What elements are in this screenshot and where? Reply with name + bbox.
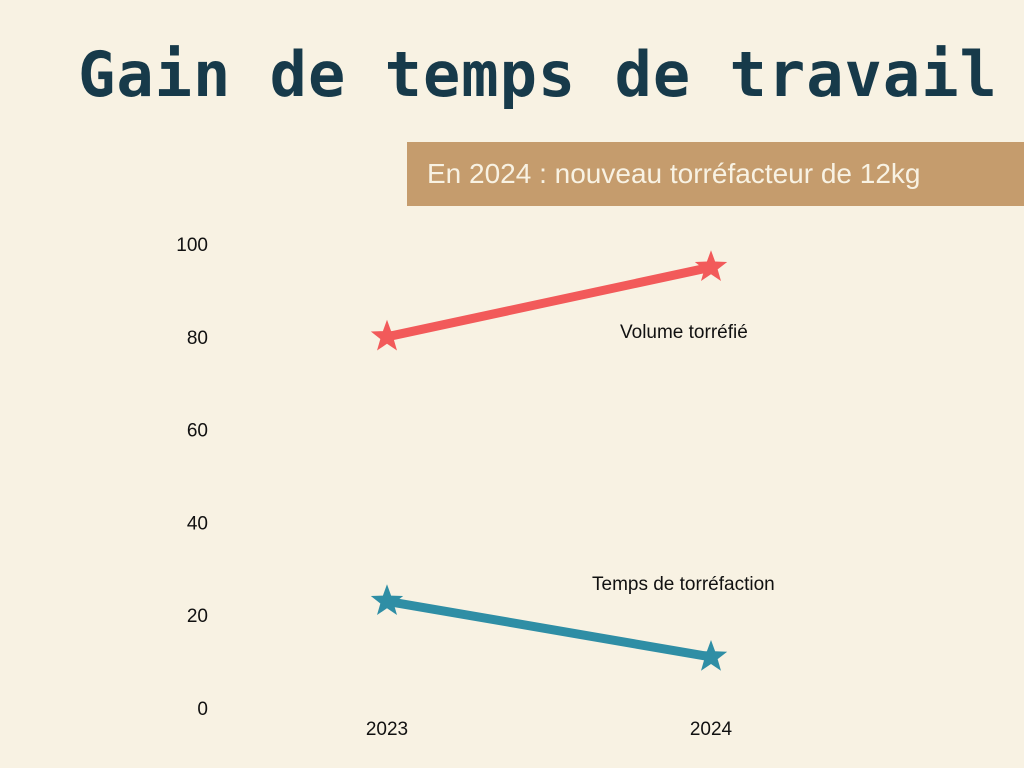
y-tick-label: 100 — [176, 235, 208, 256]
banner-text: En 2024 : nouveau torréfacteur de 12kg — [427, 158, 921, 189]
slide-title: Gain de temps de travail — [78, 38, 998, 111]
series-label: Volume torréfié — [620, 322, 748, 343]
series-line — [382, 262, 716, 342]
data-point-star — [370, 319, 404, 351]
y-tick-label: 40 — [187, 513, 208, 534]
x-tick-label: 2023 — [366, 719, 408, 740]
y-tick-label: 60 — [187, 421, 208, 442]
y-tick-label: 20 — [187, 606, 208, 627]
banner: En 2024 : nouveau torréfacteur de 12kg — [407, 142, 1024, 206]
series-label: Temps de torréfaction — [592, 574, 775, 595]
x-tick-label: 2024 — [690, 719, 733, 740]
data-point-star — [694, 250, 728, 281]
y-tick-label: 0 — [197, 699, 208, 720]
y-tick-label: 80 — [187, 328, 208, 349]
series-line — [382, 596, 716, 662]
data-point-star — [370, 584, 404, 616]
data-point-star — [694, 639, 728, 671]
